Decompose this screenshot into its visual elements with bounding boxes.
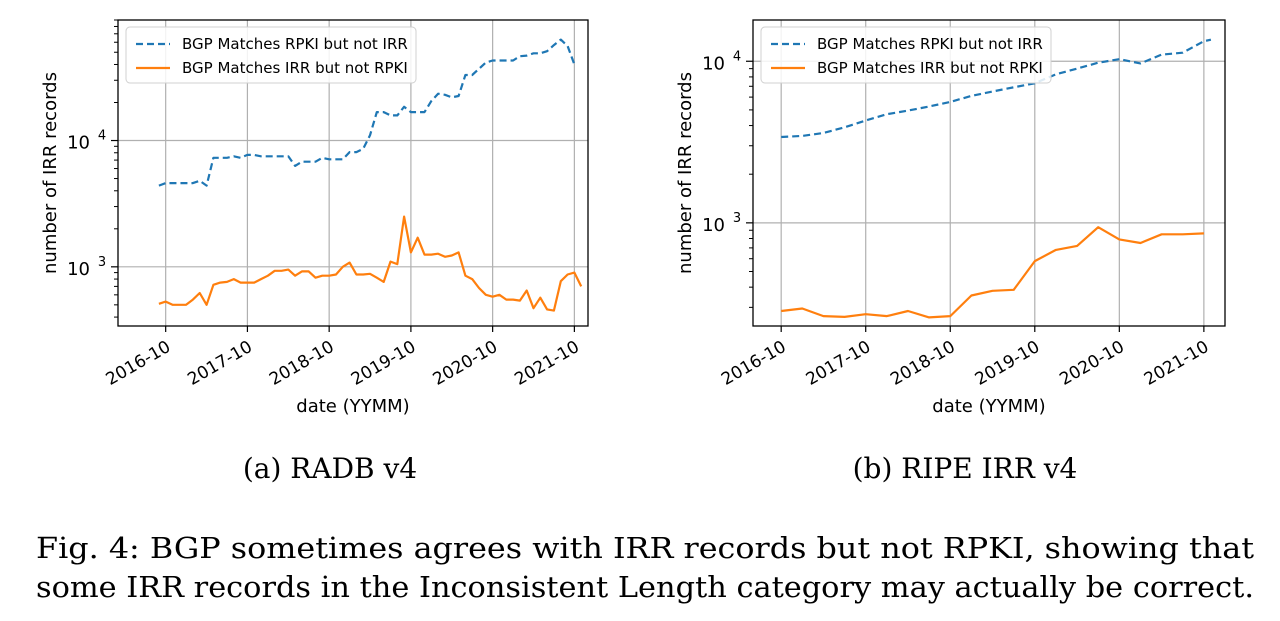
- legend-label-1: BGP Matches RPKI but not IRR: [817, 35, 1043, 53]
- y-tick-label: 10: [702, 215, 725, 236]
- x-tick-label: 2021-10: [1141, 337, 1213, 390]
- subcaption-radb: (a) RADB v4: [243, 452, 417, 485]
- x-axis-label: date (YYMM): [932, 396, 1045, 417]
- subcaption-ripe: (b) RIPE IRR v4: [853, 452, 1078, 485]
- legend-box: [125, 26, 417, 84]
- x-tick-label: 2020-10: [430, 337, 502, 390]
- plot-frame: [117, 19, 589, 327]
- x-tick-label: 2019-10: [972, 337, 1044, 390]
- series-line-2: [158, 215, 583, 312]
- y-tick-base: 10: [702, 53, 725, 74]
- x-tick-label: 2018-10: [266, 337, 338, 390]
- legend-label-2: BGP Matches IRR but not RPKI: [182, 59, 408, 77]
- y-axis-label: number of IRR records: [675, 72, 696, 274]
- y-tick-exponent: 4: [98, 129, 106, 144]
- y-tick-exponent: 3: [98, 255, 106, 270]
- x-tick-label: 2017-10: [184, 337, 256, 390]
- x-tick-label: 2020-10: [1056, 337, 1128, 390]
- chart-radb: 2016-10 2017-10 2018-10 2019-10 2020-10 2021-…: [40, 19, 589, 417]
- y-tick-base: 10: [67, 259, 90, 280]
- x-axis-label: date (YYMM): [296, 396, 409, 417]
- x-tick-label: 2016-10: [718, 337, 790, 390]
- x-tick-label: 2021-10: [511, 337, 583, 390]
- figure-caption-line-2: some IRR records in the Inconsistent Len…: [36, 570, 1254, 604]
- y-tick-label: 10: [67, 259, 90, 280]
- y-axis-label: number of IRR records: [40, 72, 61, 274]
- series-line-2: [781, 226, 1204, 319]
- y-tick-base: 10: [67, 133, 90, 154]
- y-tick-label: 10: [702, 53, 725, 74]
- legend-label-1: BGP Matches RPKI but not IRR: [182, 35, 408, 53]
- x-tick-label: 2017-10: [803, 337, 875, 390]
- y-tick-exponent: 3: [733, 211, 741, 226]
- x-tick-label: 2016-10: [103, 337, 175, 390]
- legend-box: [760, 26, 1052, 84]
- chart-ripe: 2016-10 2017-10 2018-10 2019-10 2020-10 2021-…: [675, 19, 1226, 417]
- y-tick-exponent: 4: [733, 49, 741, 64]
- y-tick-base: 10: [702, 215, 725, 236]
- legend-label-2: BGP Matches IRR but not RPKI: [817, 59, 1043, 77]
- x-tick-label: 2019-10: [348, 337, 420, 390]
- y-tick-label: 10: [67, 133, 90, 154]
- figure-caption-line-1: Fig. 4: BGP sometimes agrees with IRR re…: [36, 531, 1254, 565]
- x-tick-label: 2018-10: [887, 337, 959, 390]
- series-line-1: [158, 38, 576, 187]
- plot-frame: [752, 19, 1226, 327]
